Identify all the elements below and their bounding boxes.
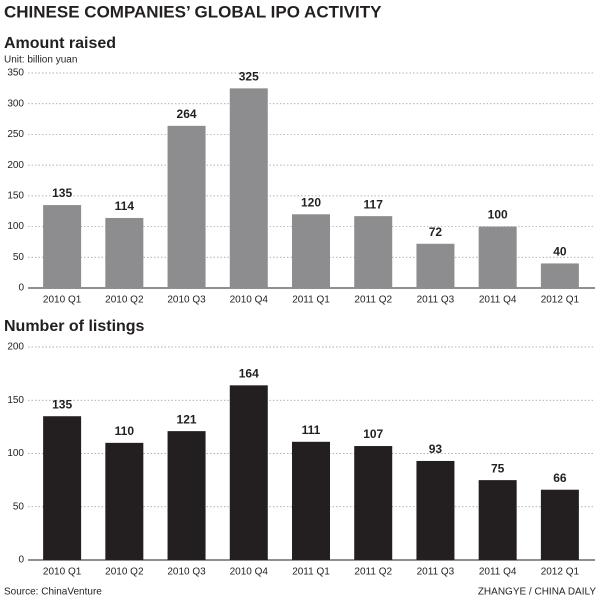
x-tick-label: 2010 Q4 bbox=[230, 567, 269, 578]
y-tick-label: 300 bbox=[7, 98, 24, 109]
value-label: 120 bbox=[301, 195, 321, 209]
bar bbox=[416, 460, 455, 560]
value-label: 117 bbox=[364, 197, 384, 211]
bar bbox=[105, 217, 144, 288]
chart-title: Amount raised bbox=[4, 35, 116, 52]
bar bbox=[43, 416, 82, 560]
y-tick-label: 50 bbox=[13, 252, 25, 263]
value-label: 121 bbox=[177, 412, 197, 426]
x-tick-label: 2011 Q3 bbox=[417, 295, 455, 306]
bar bbox=[354, 446, 393, 560]
x-tick-label: 2010 Q2 bbox=[105, 295, 144, 306]
y-tick-label: 350 bbox=[7, 68, 24, 79]
x-tick-label: 2011 Q4 bbox=[479, 295, 517, 306]
bar bbox=[416, 243, 455, 288]
x-tick-label: 2010 Q4 bbox=[230, 295, 269, 306]
x-tick-label: 2010 Q2 bbox=[105, 567, 144, 578]
y-tick-label: 0 bbox=[18, 283, 24, 294]
bar bbox=[105, 442, 144, 560]
bar bbox=[478, 480, 517, 560]
bar bbox=[167, 125, 206, 288]
y-tick-label: 250 bbox=[7, 129, 24, 140]
value-label: 75 bbox=[491, 461, 505, 475]
y-tick-label: 100 bbox=[7, 221, 24, 232]
value-label: 264 bbox=[177, 107, 197, 121]
bar bbox=[354, 216, 393, 288]
chart-subtitle: Unit: billion yuan bbox=[4, 55, 77, 66]
chart-title: Number of listings bbox=[4, 318, 145, 335]
x-tick-label: 2011 Q4 bbox=[479, 567, 517, 578]
x-tick-label: 2011 Q2 bbox=[354, 567, 392, 578]
value-label: 325 bbox=[239, 70, 259, 84]
y-tick-label: 200 bbox=[7, 160, 24, 171]
value-label: 107 bbox=[363, 427, 383, 441]
bar bbox=[540, 263, 579, 288]
credit: ZHANGYE / CHINA DAILY bbox=[478, 587, 597, 598]
x-tick-label: 2010 Q1 bbox=[43, 295, 82, 306]
y-tick-label: 0 bbox=[18, 555, 24, 566]
bar bbox=[292, 441, 330, 560]
x-tick-label: 2011 Q1 bbox=[292, 567, 330, 578]
bar bbox=[540, 489, 579, 560]
y-tick-label: 200 bbox=[7, 342, 24, 353]
bar bbox=[229, 385, 268, 560]
value-label: 135 bbox=[52, 186, 72, 200]
y-tick-label: 150 bbox=[7, 395, 24, 406]
page-title: CHINESE COMPANIES’ GLOBAL IPO ACTIVITY bbox=[4, 2, 382, 21]
x-tick-label: 2012 Q1 bbox=[541, 567, 580, 578]
x-tick-label: 2010 Q3 bbox=[167, 567, 206, 578]
bar bbox=[292, 214, 330, 288]
source: Source: ChinaVenture bbox=[4, 587, 102, 598]
value-label: 66 bbox=[553, 471, 567, 485]
bar bbox=[167, 431, 206, 560]
value-label: 164 bbox=[239, 367, 259, 381]
value-label: 114 bbox=[115, 199, 135, 213]
value-label: 111 bbox=[302, 423, 321, 437]
x-tick-label: 2010 Q1 bbox=[43, 567, 82, 578]
value-label: 72 bbox=[429, 225, 443, 239]
value-label: 93 bbox=[429, 442, 443, 456]
x-tick-label: 2010 Q3 bbox=[167, 295, 206, 306]
bar bbox=[478, 226, 517, 288]
x-tick-label: 2012 Q1 bbox=[541, 295, 580, 306]
bar bbox=[43, 205, 82, 288]
x-tick-label: 2011 Q2 bbox=[354, 295, 392, 306]
x-tick-label: 2011 Q1 bbox=[292, 295, 330, 306]
y-tick-label: 150 bbox=[7, 190, 24, 201]
value-label: 135 bbox=[52, 397, 72, 411]
bar bbox=[229, 88, 268, 288]
y-tick-label: 100 bbox=[7, 448, 24, 459]
value-label: 40 bbox=[553, 245, 567, 259]
x-tick-label: 2011 Q3 bbox=[417, 567, 455, 578]
y-tick-label: 50 bbox=[13, 501, 25, 512]
value-label: 100 bbox=[488, 208, 508, 222]
value-label: 110 bbox=[115, 424, 135, 438]
